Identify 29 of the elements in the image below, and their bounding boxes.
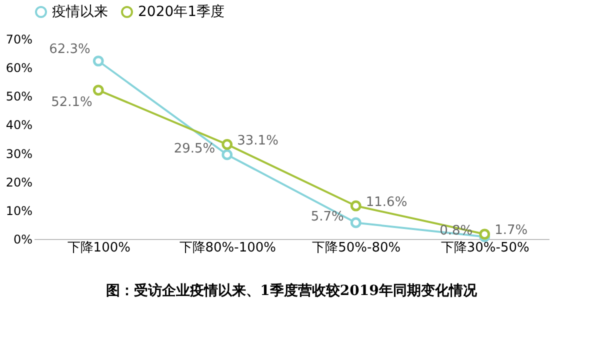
point: [92, 84, 104, 96]
x-tick-label: 下降80%-100%: [179, 240, 276, 256]
data-label: 33.1%: [237, 133, 278, 148]
legend-label: 疫情以来: [52, 4, 108, 20]
point: [92, 56, 104, 66]
legend-label: 2020年1季度: [138, 4, 225, 20]
data-label: 5.7%: [310, 210, 344, 225]
y-tick-label: 70%: [6, 32, 32, 46]
x-tick-label: 下降100%: [67, 240, 130, 256]
data-label: 11.6%: [366, 194, 408, 210]
data-label: 52.1%: [51, 95, 92, 110]
y-tick-label: 60%: [6, 61, 32, 76]
point: [222, 139, 233, 150]
point: [350, 200, 362, 212]
data-label: 62.3%: [49, 42, 90, 57]
point: [222, 149, 233, 160]
y-tick-label: 0%: [13, 232, 32, 246]
x-tick-label: 下降50%-80%: [312, 240, 401, 256]
point: [479, 228, 490, 240]
data-label: 1.7%: [494, 223, 528, 238]
text: 图：受访企业疫情以来、1季度营收较2019年同期变化情况: [106, 282, 478, 299]
y-tick-label: 40%: [6, 118, 32, 132]
data-label: 29.5%: [174, 142, 216, 157]
y-tick-label: 30%: [6, 146, 32, 161]
x-tick-label: 下降30%-50%: [440, 240, 530, 256]
point: [350, 217, 362, 228]
y-tick-label: 10%: [6, 204, 32, 218]
y-tick-label: 20%: [6, 175, 32, 190]
y-tick-label: 50%: [6, 90, 32, 104]
